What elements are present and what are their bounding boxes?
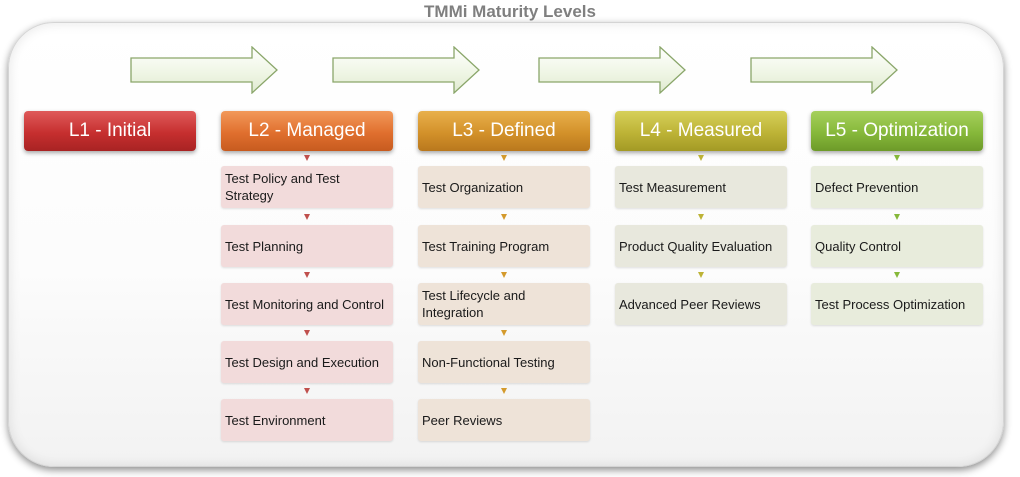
connector-icon	[894, 155, 900, 161]
process-area-item: Test Environment	[221, 399, 393, 441]
process-area-item: Test Measurement	[615, 166, 787, 208]
connector-icon	[698, 155, 704, 161]
process-area-item: Product Quality Evaluation	[615, 225, 787, 267]
process-area-item: Advanced Peer Reviews	[615, 283, 787, 325]
connector-icon	[501, 214, 507, 220]
level-header-l3: L3 - Defined	[418, 111, 590, 151]
connector-icon	[501, 272, 507, 278]
arrow-right-icon	[538, 46, 686, 94]
process-area-item: Test Training Program	[418, 225, 590, 267]
connector-icon	[698, 272, 704, 278]
level-header-l1: L1 - Initial	[24, 111, 196, 151]
connector-icon	[304, 155, 310, 161]
connector-icon	[894, 272, 900, 278]
connector-icon	[501, 388, 507, 394]
process-area-item: Test Design and Execution	[221, 341, 393, 383]
connector-icon	[304, 330, 310, 336]
process-area-item: Peer Reviews	[418, 399, 590, 441]
arrow-right-icon	[750, 46, 898, 94]
connector-icon	[894, 214, 900, 220]
process-area-item: Defect Prevention	[811, 166, 983, 208]
level-header-l5: L5 - Optimization	[811, 111, 983, 151]
level-header-l2: L2 - Managed	[221, 111, 393, 151]
connector-icon	[501, 155, 507, 161]
process-area-item: Quality Control	[811, 225, 983, 267]
connector-icon	[501, 330, 507, 336]
process-area-item: Test Process Optimization	[811, 283, 983, 325]
process-area-item: Non-Functional Testing	[418, 341, 590, 383]
process-area-item: Test Monitoring and Control	[221, 283, 393, 325]
connector-icon	[698, 214, 704, 220]
connector-icon	[304, 272, 310, 278]
process-area-item: Test Lifecycle and Integration	[418, 283, 590, 325]
process-area-item: Test Policy and Test Strategy	[221, 166, 393, 208]
level-header-l4: L4 - Measured	[615, 111, 787, 151]
connector-icon	[304, 388, 310, 394]
arrow-right-icon	[332, 46, 480, 94]
diagram-title: TMMi Maturity Levels	[424, 2, 596, 21]
arrow-right-icon	[130, 46, 278, 94]
process-area-item: Test Planning	[221, 225, 393, 267]
connector-icon	[304, 214, 310, 220]
process-area-item: Test Organization	[418, 166, 590, 208]
